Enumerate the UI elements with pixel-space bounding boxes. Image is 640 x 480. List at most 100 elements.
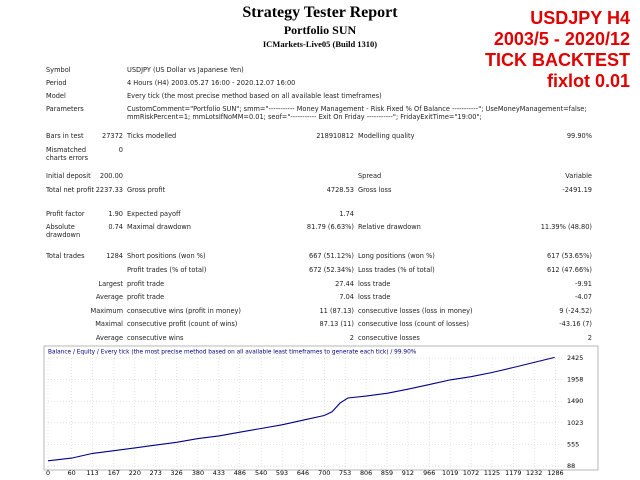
cell: Spread: [358, 172, 382, 180]
server: ICMarkets-Live05 (Build 1310): [262, 39, 378, 49]
x-tick-label: 433: [213, 469, 225, 477]
cell: Gross profit: [127, 186, 166, 194]
cell: consecutive wins: [127, 334, 184, 342]
x-tick-label: 859: [381, 469, 393, 477]
x-tick-label: 806: [360, 469, 372, 477]
x-tick-label: 646: [297, 469, 309, 477]
y-tick-label: 555: [567, 440, 579, 448]
cell: Expected payoff: [127, 210, 181, 218]
cell: Total net profit: [46, 186, 94, 194]
cell: -43.16 (7): [559, 320, 592, 328]
x-tick-label: 966: [423, 469, 435, 477]
cell: consecutive loss (count of losses): [358, 320, 469, 328]
cell: consecutive profit (count of wins): [127, 320, 238, 328]
y-tick-label: 1958: [567, 376, 583, 384]
cell: Initial deposit: [46, 172, 91, 180]
cell: profit trade: [127, 293, 165, 301]
cell: 11 (87.13): [319, 307, 354, 315]
cell: 1284: [106, 252, 123, 260]
cell: Maximal: [95, 320, 123, 328]
cell: 672 (52.34%): [309, 266, 354, 274]
cell: 27372: [102, 132, 123, 140]
cell: Parameters: [46, 105, 84, 113]
cell: 4 Hours (H4) 2003.05.27 16:00 - 2020.12.…: [127, 79, 296, 87]
cell: consecutive losses (loss in money): [358, 307, 473, 315]
cell: 1.74: [339, 210, 354, 218]
cell: Profit factor: [46, 210, 85, 218]
cell: loss trade: [358, 280, 391, 288]
cell: Profit trades (% of total): [127, 266, 207, 274]
cell: 2237.33: [95, 186, 123, 194]
cell: Relative drawdown: [358, 223, 421, 231]
cell: Mismatched charts errors: [46, 146, 89, 162]
cell: loss trade: [358, 293, 391, 301]
cell: Model: [46, 92, 66, 100]
cell: Variable: [565, 172, 592, 180]
report-subtitle: Portfolio SUN: [283, 23, 357, 37]
cell: 1.90: [108, 210, 123, 218]
cell: 9 (-24.52): [559, 307, 592, 315]
overlay-line: TICK BACKTEST: [485, 50, 630, 70]
cell: 7.04: [339, 293, 354, 301]
x-tick-label: 1072: [463, 469, 479, 477]
report-title: Strategy Tester Report: [242, 4, 398, 21]
cell: consecutive losses: [358, 334, 420, 342]
cell: Maximum: [90, 307, 124, 315]
cell: Short positions (won %): [127, 252, 206, 260]
cell: 81.79 (6.63%): [306, 223, 354, 231]
cell: 0: [118, 146, 123, 154]
x-tick-label: 486: [234, 469, 246, 477]
overlay-line: USDJPY H4: [530, 8, 630, 28]
x-tick-label: 1232: [526, 469, 542, 477]
cell: Bars in test: [46, 132, 84, 140]
cell: 87.13 (11): [319, 320, 354, 328]
y-tick-label: 2425: [567, 354, 583, 362]
x-tick-label: 326: [171, 469, 183, 477]
balance-line: [47, 356, 555, 462]
cell: Absolute drawdown: [46, 223, 81, 239]
cell: 612 (47.66%): [547, 266, 592, 274]
cell: Ticks modelled: [127, 132, 177, 140]
cell: 2: [587, 334, 592, 342]
x-tick-label: 593: [276, 469, 288, 477]
cell: Long positions (won %): [358, 252, 435, 260]
cell: Maximal drawdown: [127, 223, 191, 231]
x-tick-label: 220: [129, 469, 141, 477]
chart-legend: Balance / Equity / Every tick (the most …: [48, 350, 417, 356]
cell: 27.44: [335, 280, 354, 288]
cell: -2491.19: [562, 186, 592, 194]
cell: USDJPY (US Dollar vs Japanese Yen): [127, 66, 244, 74]
x-tick-label: 273: [150, 469, 162, 477]
cell: -4.07: [574, 293, 592, 301]
overlay-line: fixlot 0.01: [546, 71, 630, 91]
x-tick-label: 1019: [442, 469, 458, 477]
cell: CustomComment="Portfolio SUN"; smm="----…: [127, 105, 587, 121]
x-tick-label: 753: [339, 469, 351, 477]
cell: consecutive wins (profit in money): [127, 307, 242, 315]
y-tick-label: 88: [567, 462, 575, 470]
x-tick-label: 167: [108, 469, 120, 477]
x-tick-label: 1179: [505, 469, 521, 477]
cell: 617 (53.65%): [547, 252, 592, 260]
x-tick-label: 540: [255, 469, 267, 477]
cell: Average: [95, 334, 123, 342]
x-tick-label: 60: [68, 469, 76, 477]
cell: 218910812: [316, 132, 354, 140]
x-tick-label: 113: [86, 469, 98, 477]
cell: Every tick (the most precise method base…: [127, 92, 382, 100]
x-tick-label: 700: [318, 469, 330, 477]
cell: 0.74: [108, 223, 123, 231]
cell: 2: [349, 334, 354, 342]
cell: Gross loss: [358, 186, 392, 194]
cell: 667 (51.12%): [309, 252, 354, 260]
cell: 11.39% (48.80): [540, 223, 592, 231]
cell: Largest: [98, 280, 123, 288]
cell: Total trades: [46, 252, 85, 260]
x-tick-label: 0: [46, 469, 50, 477]
cell: Average: [95, 293, 123, 301]
cell: -9.91: [574, 280, 592, 288]
x-tick-label: 1286: [547, 469, 563, 477]
y-tick-label: 1490: [567, 397, 583, 405]
